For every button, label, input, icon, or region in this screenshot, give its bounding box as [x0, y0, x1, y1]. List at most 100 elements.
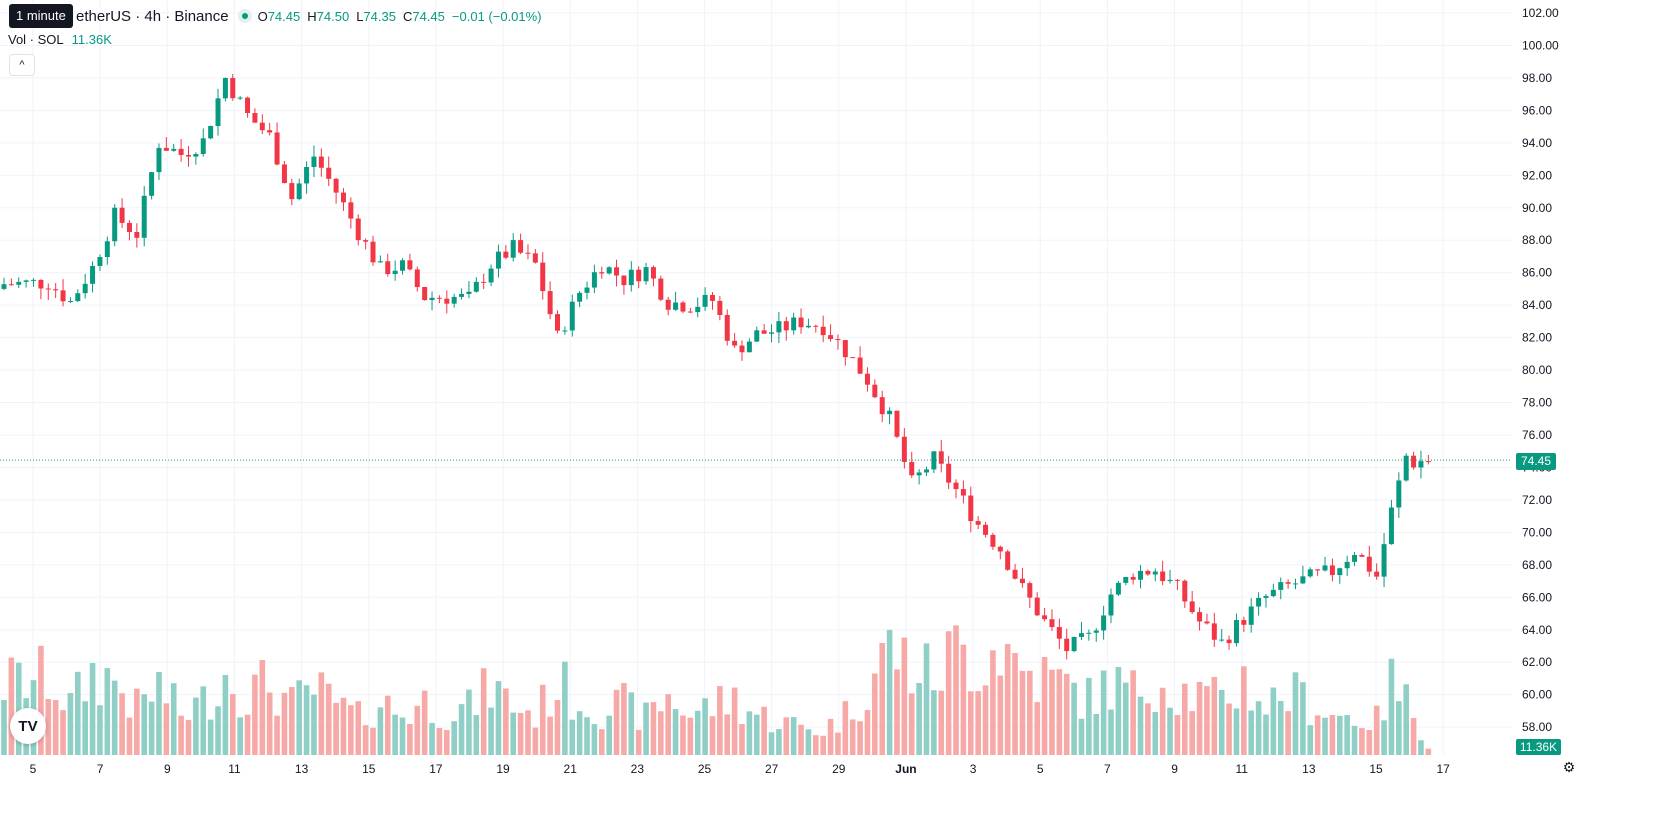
candle-body [769, 332, 775, 334]
candle-body [422, 287, 428, 301]
volume-bar [1100, 670, 1107, 755]
volume-bar [1167, 707, 1173, 755]
candle-body [82, 283, 88, 294]
gear-icon[interactable]: ⚙ [1562, 758, 1576, 775]
candle-body [1241, 620, 1247, 625]
collapse-legend-button[interactable]: ^ [9, 54, 35, 76]
volume-bar [1344, 715, 1350, 755]
chart-grid [0, 0, 1512, 755]
candle-body [783, 321, 789, 331]
candle-body [1396, 480, 1402, 508]
candle-body [864, 373, 870, 385]
candle-body [90, 265, 96, 284]
candle-body [407, 260, 413, 270]
price-tick-label: 102.00 [1522, 6, 1559, 20]
candle-body [466, 291, 472, 294]
open-value: O74.45 [257, 8, 301, 24]
candle-body [614, 267, 620, 276]
candle-body [1005, 551, 1011, 570]
volume-bar [872, 673, 878, 755]
candle-body [1152, 571, 1158, 575]
volume-bar [200, 686, 207, 755]
volume-bar [1285, 711, 1291, 755]
volume-bar [466, 689, 472, 755]
volume-bar [134, 688, 140, 755]
candle-body [709, 294, 715, 301]
volume-bar [635, 729, 642, 755]
candle-body [1093, 630, 1099, 633]
candle-body [1071, 636, 1077, 652]
volume-bar [392, 714, 398, 755]
candle-body [702, 294, 708, 307]
time-tick-label: 5 [30, 762, 37, 776]
volume-bar [1226, 703, 1232, 755]
volume-bar [8, 657, 15, 755]
volume-bar [1425, 748, 1432, 755]
volume-bar [776, 729, 782, 755]
time-axis: 5 7 9 11 13 15 17 19 21 23 25 27 29 Jun 3 5 7 9 11 13 15 17 [30, 762, 1450, 776]
candle-body [1403, 455, 1409, 481]
candle-body [842, 340, 848, 358]
volume-bar [650, 702, 657, 755]
volume-bar [362, 725, 369, 755]
volume-bar [1, 699, 7, 755]
candle-body [997, 546, 1003, 552]
candle-body [879, 397, 885, 415]
volume-bar [1049, 669, 1055, 755]
volume-bar [252, 674, 258, 755]
volume-bar [621, 683, 627, 755]
symbol-title[interactable]: etherUS · 4h · Binance [76, 7, 229, 25]
candle-body [1293, 583, 1298, 585]
volume-bar [421, 690, 428, 755]
volume-bar [864, 710, 871, 755]
volume-bar [923, 643, 930, 755]
volume-bar [702, 698, 708, 755]
candle-body [968, 495, 974, 522]
candle-body [119, 207, 125, 223]
volume-bar [215, 706, 221, 755]
candle-body [1049, 619, 1055, 628]
volume-bar [576, 711, 583, 755]
volume-bar [244, 714, 251, 755]
volume-bar [1189, 711, 1195, 755]
volume-bar [193, 697, 199, 755]
candle-body [8, 284, 14, 286]
price-tick-label: 88.00 [1522, 233, 1552, 247]
volume-bar [1373, 705, 1380, 755]
candle-body [1123, 576, 1129, 583]
candle-body [141, 195, 147, 238]
volume-label[interactable]: Vol · SOL [8, 32, 64, 47]
volume-bar [1388, 658, 1395, 755]
volume-bar [384, 695, 391, 755]
tradingview-logo-icon[interactable]: TV [10, 708, 46, 744]
candle-body [798, 317, 804, 328]
time-tick-label: 17 [429, 762, 443, 776]
volume-bar [554, 699, 561, 755]
candle-body [97, 256, 103, 266]
price-tick-label: 60.00 [1522, 688, 1552, 702]
candle-body [628, 269, 634, 286]
volume-bar [170, 683, 177, 755]
volume-bar [52, 700, 59, 755]
volume-bar [1108, 709, 1114, 755]
candle-body [1278, 582, 1284, 590]
candle-body [1233, 620, 1239, 644]
volume-bar [813, 735, 819, 755]
candle-body [510, 240, 516, 258]
candle-body [872, 384, 878, 398]
candle-body [414, 269, 420, 288]
volume-bar [45, 698, 52, 755]
candle-body [732, 340, 738, 346]
volume-bar [1410, 718, 1417, 755]
candle-body [924, 469, 929, 473]
price-tick-label: 70.00 [1522, 525, 1552, 539]
volume-legend: Vol · SOL 11.36K [8, 32, 112, 47]
volume-bar [908, 693, 915, 755]
time-tick-label: 15 [362, 762, 376, 776]
candle-body [1204, 621, 1210, 624]
symbol-legend: etherUS · 4h · Binance O74.45 H74.50 L74… [8, 4, 542, 28]
price-tick-label: 86.00 [1522, 266, 1552, 280]
volume-bar [1130, 670, 1136, 755]
volume-bar [1300, 682, 1306, 755]
